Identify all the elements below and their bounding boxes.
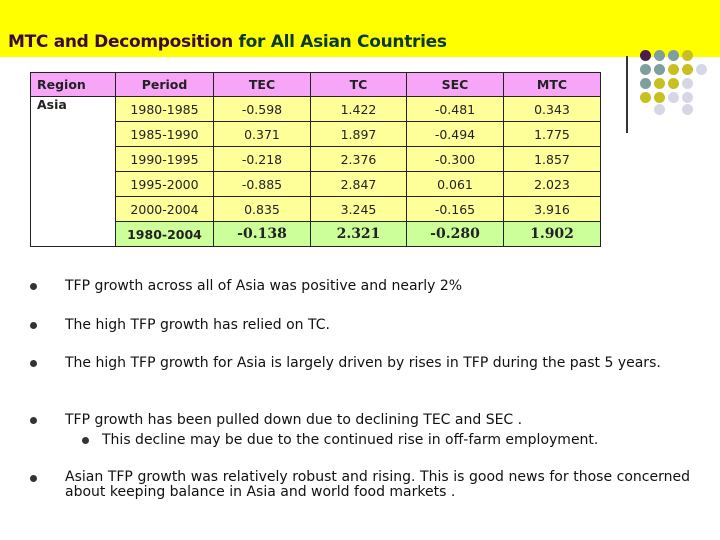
mtc-table: Region Period TEC TC SEC MTC Asia 1980-19… (30, 72, 601, 247)
table-cell: -0.218 (213, 146, 311, 172)
table-cell: 2.847 (310, 171, 407, 197)
table-cell: 2.376 (310, 146, 407, 172)
table-cell: 1.902 (503, 221, 601, 247)
header-tc: TC (310, 72, 407, 97)
table-row: Asia 1980-1985 -0.598 1.422 -0.481 0.343 (30, 96, 601, 247)
dot-icon (668, 78, 679, 89)
bullet-icon (30, 283, 37, 290)
table-cell: -0.494 (406, 121, 504, 147)
bullet-icon (30, 360, 37, 367)
bullet-3: The high TFP growth for Asia is largely … (30, 355, 690, 371)
divider-line (626, 56, 628, 133)
dot-icon (668, 50, 679, 61)
table-cell: 3.916 (503, 196, 601, 222)
table-cell: -0.481 (406, 96, 504, 122)
bullet-2: The high TFP growth has relied on TC. (30, 317, 690, 333)
dot-icon (682, 64, 693, 75)
table-cell: 1.897 (310, 121, 407, 147)
dot-icon (654, 104, 665, 115)
dot-icon (682, 78, 693, 89)
dot-icon (654, 92, 665, 103)
table-cell: 1.422 (310, 96, 407, 122)
dot-icon (682, 50, 693, 61)
table-cell: 1.857 (503, 146, 601, 172)
dot-icon (654, 50, 665, 61)
header-mtc: MTC (503, 72, 601, 97)
bullet-icon (82, 437, 89, 444)
table-total-row: 1980-2004 -0.138 2.321 -0.280 1.902 (31, 221, 601, 247)
header-tec: TEC (213, 72, 311, 97)
slide-title: MTC and Decomposition for All Asian Coun… (8, 32, 447, 52)
region-cell: Asia (30, 96, 116, 247)
title-banner (0, 0, 720, 57)
table-cell: -0.598 (213, 96, 311, 122)
table-row: 2000-2004 0.835 3.245 -0.165 3.916 (31, 196, 601, 222)
dot-icon (640, 64, 651, 75)
table-cell: 2000-2004 (115, 196, 214, 222)
table-cell: 2.321 (310, 221, 407, 247)
bullet-1: TFP growth across all of Asia was positi… (30, 278, 690, 294)
table-cell: 1.775 (503, 121, 601, 147)
dot-icon (640, 50, 651, 61)
bullet-icon (30, 475, 37, 482)
table-cell: 1995-2000 (115, 171, 214, 197)
table-cell: 0.835 (213, 196, 311, 222)
dot-icon (654, 64, 665, 75)
bullet-icon (30, 322, 37, 329)
dot-icon (640, 92, 651, 103)
dot-icon (668, 64, 679, 75)
table-cell: 1980-1985 (115, 96, 214, 122)
table-row: 1995-2000 -0.885 2.847 0.061 2.023 (31, 171, 601, 197)
bullet-5: Asian TFP growth was relatively robust a… (30, 470, 690, 500)
dot-icon (640, 78, 651, 89)
table-cell: 1985-1990 (115, 121, 214, 147)
table-row: 1985-1990 0.371 1.897 -0.494 1.775 (31, 121, 601, 147)
bullet-4: TFP growth has been pulled down due to d… (30, 412, 690, 448)
table-cell: -0.300 (406, 146, 504, 172)
sub-bullet: This decline may be due to the continued… (82, 432, 690, 448)
table-cell: -0.885 (213, 171, 311, 197)
dot-icon (682, 104, 693, 115)
table-cell: 3.245 (310, 196, 407, 222)
table-cell: -0.280 (406, 221, 504, 247)
dot-icon (654, 78, 665, 89)
dot-icon (696, 64, 707, 75)
table-cell: 2.023 (503, 171, 601, 197)
table-cell: -0.165 (406, 196, 504, 222)
table-cell: 0.343 (503, 96, 601, 122)
bullet-icon (30, 417, 37, 424)
header-sec: SEC (406, 72, 504, 97)
dot-icon (682, 92, 693, 103)
table-row: 1990-1995 -0.218 2.376 -0.300 1.857 (31, 146, 601, 172)
table-cell: -0.138 (213, 221, 311, 247)
table-cell: 1990-1995 (115, 146, 214, 172)
header-region: Region (30, 72, 116, 97)
table-cell: 0.061 (406, 171, 504, 197)
header-period: Period (115, 72, 214, 97)
dot-icon (668, 92, 679, 103)
table-cell: 0.371 (213, 121, 311, 147)
table-header-row: Region Period TEC TC SEC MTC (30, 72, 601, 97)
table-cell: 1980-2004 (115, 221, 214, 247)
